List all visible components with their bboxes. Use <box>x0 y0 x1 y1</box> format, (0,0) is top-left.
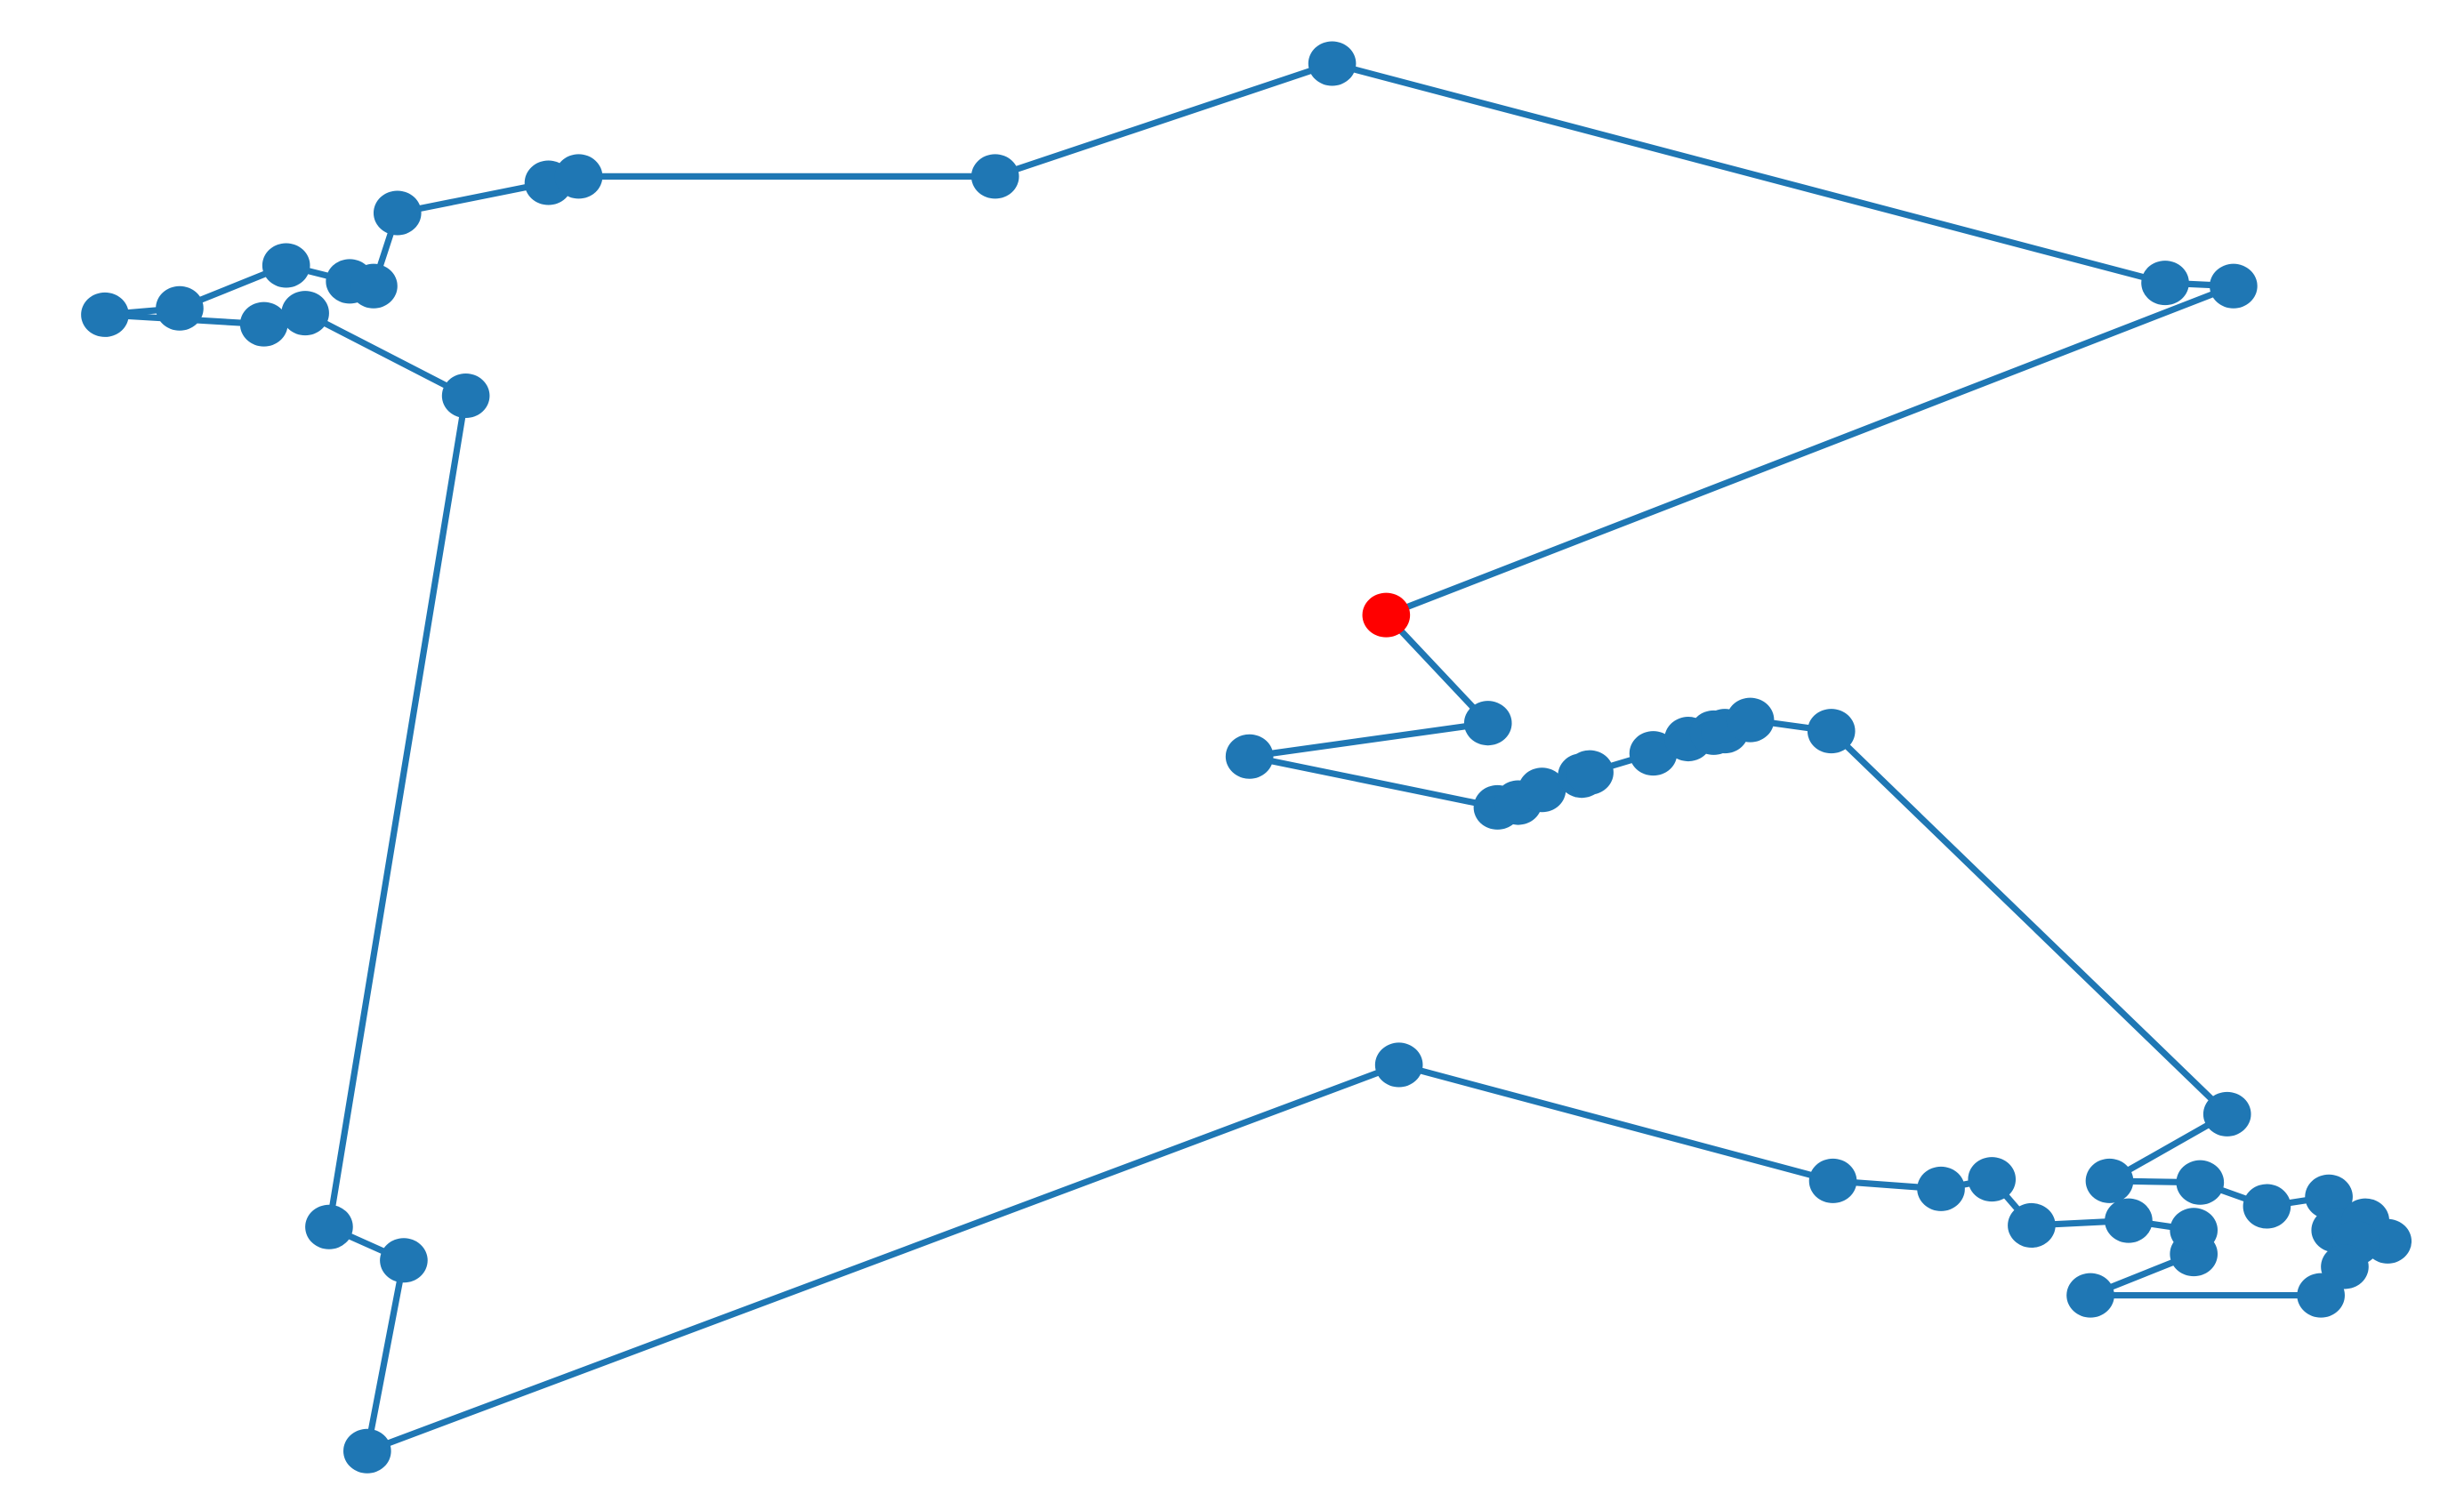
data-point <box>239 301 288 347</box>
data-point <box>2202 1091 2251 1137</box>
line-segment <box>364 1257 407 1455</box>
line-segment <box>1828 727 2231 1118</box>
data-point <box>343 1428 391 1474</box>
start-point <box>1362 592 1411 638</box>
data-point <box>2085 1158 2134 1203</box>
data-point <box>970 154 1019 199</box>
data-point <box>554 154 603 199</box>
data-point <box>350 263 398 309</box>
data-point <box>2243 1184 2291 1229</box>
data-point <box>2176 1160 2225 1205</box>
data-point <box>373 190 422 236</box>
line-segment <box>1246 753 1502 811</box>
line-segment <box>1396 1061 1837 1185</box>
line-segment <box>992 60 1336 180</box>
data-point <box>1726 697 1775 743</box>
line-segment <box>1382 612 1492 727</box>
data-point <box>2066 1273 2114 1318</box>
data-point <box>380 1238 428 1283</box>
data-point <box>1808 1158 1857 1203</box>
data-point <box>2105 1198 2153 1243</box>
data-point <box>2008 1202 2056 1248</box>
data-point <box>1917 1166 1965 1211</box>
data-point <box>1968 1157 2017 1202</box>
line-segment <box>1246 719 1492 760</box>
data-point <box>262 243 310 288</box>
data-point <box>1518 767 1566 813</box>
line-segment <box>1329 60 2169 286</box>
data-point <box>1374 1042 1423 1088</box>
line-segment <box>1382 283 2237 619</box>
data-point <box>2297 1273 2345 1318</box>
data-point <box>441 374 490 419</box>
line-segment <box>302 309 470 399</box>
data-point <box>305 1204 353 1249</box>
data-point <box>2170 1208 2218 1253</box>
data-point <box>1225 734 1274 779</box>
data-point <box>156 285 204 331</box>
data-point <box>81 292 129 337</box>
data-point <box>2141 261 2189 306</box>
data-point <box>2210 263 2258 309</box>
data-point <box>2305 1174 2353 1219</box>
data-point <box>1308 41 1357 86</box>
data-point <box>1807 709 1856 754</box>
series-markers <box>81 41 2412 1474</box>
line-segment <box>394 179 552 217</box>
data-point <box>1566 750 1614 795</box>
line-segment <box>326 392 470 1231</box>
line-segment <box>364 1061 1403 1455</box>
data-point <box>281 291 329 336</box>
data-point <box>1463 701 1512 746</box>
